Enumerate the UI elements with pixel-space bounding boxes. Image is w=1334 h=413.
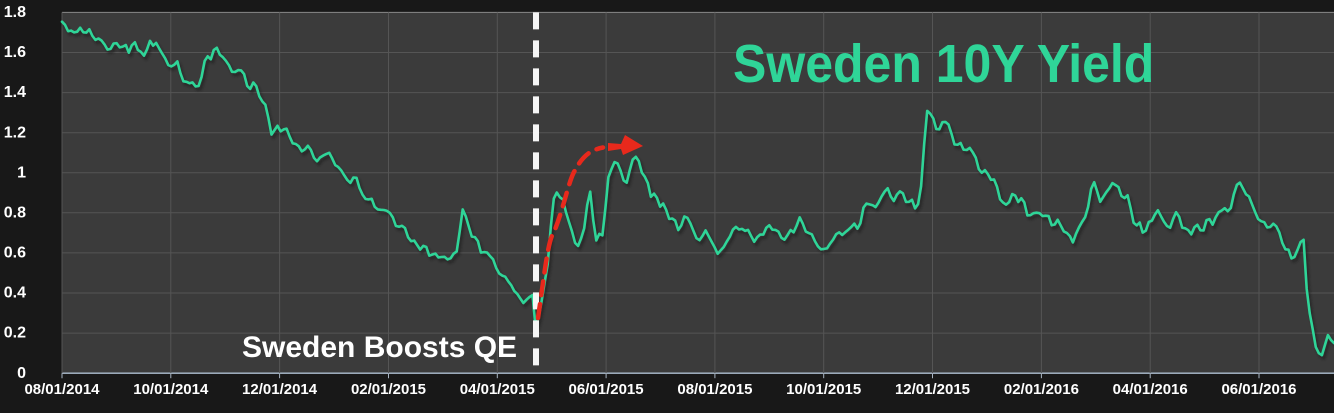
svg-text:02/01/2015: 02/01/2015	[351, 381, 426, 398]
svg-text:04/01/2015: 04/01/2015	[460, 381, 535, 398]
svg-text:0.2: 0.2	[4, 325, 26, 342]
svg-text:06/01/2015: 06/01/2015	[569, 381, 644, 398]
svg-text:10/01/2015: 10/01/2015	[786, 381, 861, 398]
svg-text:1.2: 1.2	[4, 124, 26, 141]
svg-text:04/01/2016: 04/01/2016	[1113, 381, 1188, 398]
svg-text:08/01/2014: 08/01/2014	[24, 381, 100, 398]
svg-text:1.8: 1.8	[4, 4, 26, 21]
svg-text:1.4: 1.4	[4, 84, 26, 101]
svg-text:12/01/2015: 12/01/2015	[895, 381, 970, 398]
svg-text:Sweden 10Y Yield: Sweden 10Y Yield	[733, 34, 1154, 94]
svg-text:10/01/2014: 10/01/2014	[133, 381, 209, 398]
svg-text:0.4: 0.4	[4, 285, 26, 302]
svg-text:02/01/2016: 02/01/2016	[1004, 381, 1079, 398]
svg-text:0.6: 0.6	[4, 245, 26, 262]
svg-text:0: 0	[17, 365, 26, 382]
svg-text:1.6: 1.6	[4, 44, 26, 61]
svg-text:06/01/2016: 06/01/2016	[1221, 381, 1296, 398]
svg-text:1: 1	[17, 164, 26, 181]
svg-text:Sweden Boosts QE: Sweden Boosts QE	[242, 331, 517, 364]
svg-text:12/01/2014: 12/01/2014	[242, 381, 318, 398]
svg-text:08/01/2015: 08/01/2015	[677, 381, 752, 398]
svg-text:0.8: 0.8	[4, 204, 26, 221]
